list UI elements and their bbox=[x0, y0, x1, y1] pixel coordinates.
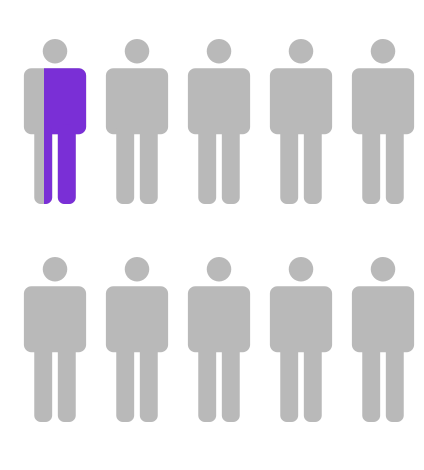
person-icon-empty bbox=[269, 38, 333, 204]
person-icon-empty bbox=[187, 38, 251, 204]
person-icon-empty bbox=[105, 256, 169, 422]
icon-grid bbox=[23, 38, 415, 422]
person-icon bbox=[269, 256, 333, 422]
person-icon bbox=[105, 256, 169, 422]
person-icon bbox=[23, 256, 87, 422]
person-icon-empty bbox=[351, 256, 415, 422]
person-icon bbox=[105, 38, 169, 204]
person-icon-empty bbox=[269, 256, 333, 422]
person-icon-empty bbox=[351, 38, 415, 204]
person-icon-empty bbox=[23, 256, 87, 422]
person-icon bbox=[351, 256, 415, 422]
person-icon bbox=[23, 38, 87, 204]
person-icon bbox=[269, 38, 333, 204]
person-icon-empty bbox=[187, 256, 251, 422]
person-icon-empty bbox=[105, 38, 169, 204]
person-icon bbox=[351, 38, 415, 204]
person-icon bbox=[187, 38, 251, 204]
person-icon bbox=[187, 256, 251, 422]
